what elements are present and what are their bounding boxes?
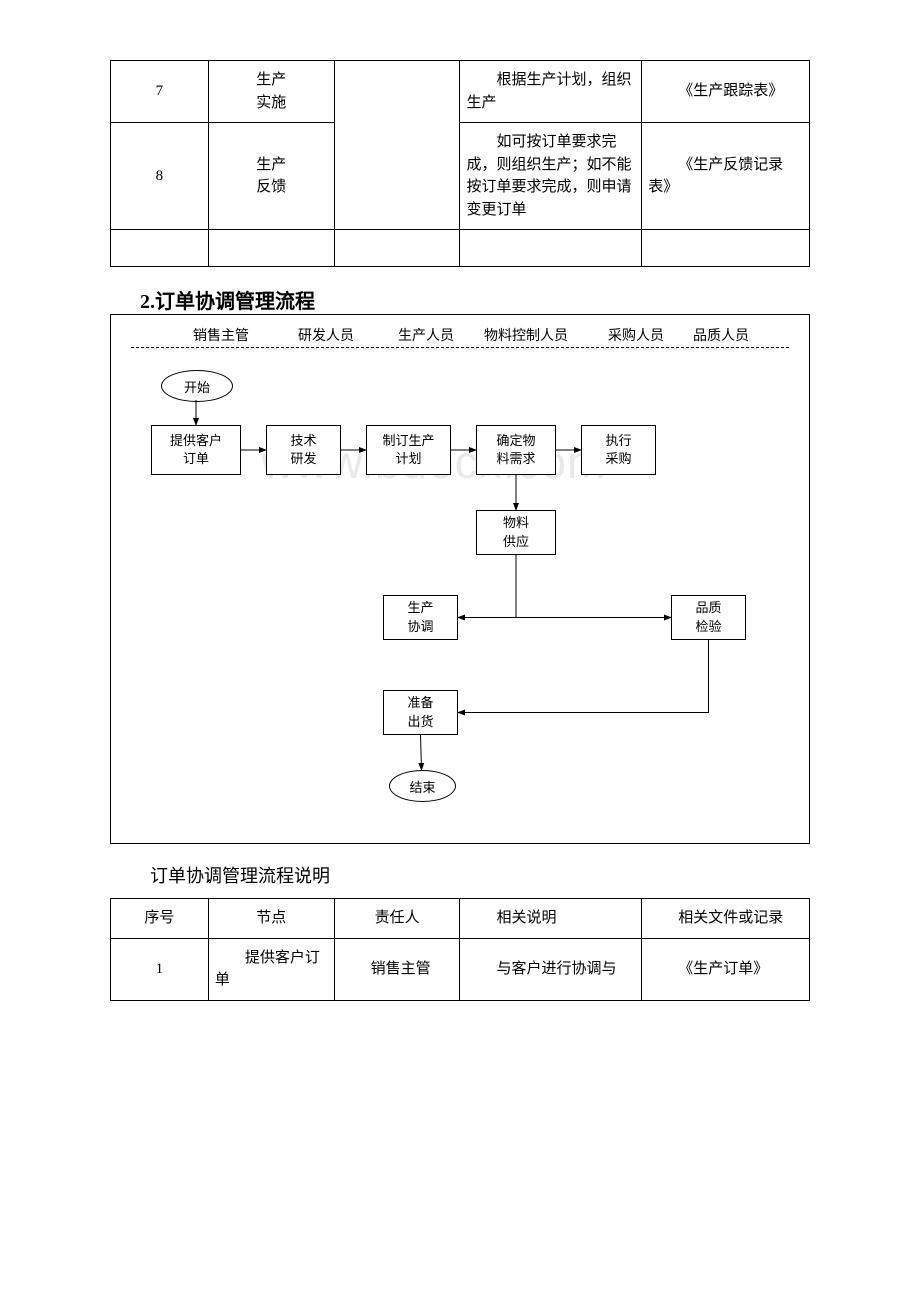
- cell-node: 生产 反馈: [208, 123, 334, 230]
- flow-terminal: 结束: [389, 770, 456, 802]
- flow-process: 制订生产 计划: [366, 425, 451, 475]
- cell-node: 提供客户订单: [208, 938, 334, 1000]
- swimlane-header: 物料控制人员: [476, 325, 576, 345]
- flow-process: 提供客户 订单: [151, 425, 241, 475]
- flow-process: 品质 检验: [671, 595, 746, 640]
- table-row: 8 生产 反馈 如可按订单要求完成，则组织生产；如不能按订单要求完成，则申请变更…: [111, 123, 810, 230]
- table-header-row: 序号 节点 责任人 相关说明 相关文件或记录: [111, 899, 810, 939]
- table-bottom: 序号 节点 责任人 相关说明 相关文件或记录 1 提供客户订单 销售主管 与客户…: [110, 898, 810, 1001]
- table-row-empty: [111, 230, 810, 267]
- subheading: 订单协调管理流程说明: [150, 862, 810, 888]
- cell-person-merged: [334, 61, 460, 230]
- flowchart: www.bdocx.com销售主管研发人员生产人员物料控制人员采购人员品质人员开…: [110, 314, 810, 844]
- cell-desc: 根据生产计划，组织生产: [460, 61, 642, 123]
- swimlane-header: 生产人员: [376, 325, 476, 345]
- th: 节点: [208, 899, 334, 939]
- flow-process: 执行 采购: [581, 425, 656, 475]
- th: 相关文件或记录: [642, 899, 810, 939]
- cell-person: 销售主管: [334, 938, 460, 1000]
- table-top: 7 生产 实施 根据生产计划，组织生产 《生产跟踪表》 8 生产 反馈 如可按订…: [110, 60, 810, 267]
- cell-num: 7: [111, 61, 209, 123]
- cell-num: 1: [111, 938, 209, 1000]
- cell-node: 生产 实施: [208, 61, 334, 123]
- th: 序号: [111, 899, 209, 939]
- flow-terminal: 开始: [161, 370, 233, 402]
- swimlane-header: 品质人员: [671, 325, 771, 345]
- th: 责任人: [334, 899, 460, 939]
- swimlane-header: 研发人员: [276, 325, 376, 345]
- flow-process: 确定物 料需求: [476, 425, 556, 475]
- cell-desc: 与客户进行协调与: [460, 938, 642, 1000]
- flow-process: 物料 供应: [476, 510, 556, 555]
- section-title: 2.订单协调管理流程: [140, 285, 810, 314]
- cell-desc: 如可按订单要求完成，则组织生产；如不能按订单要求完成，则申请变更订单: [460, 123, 642, 230]
- cell-doc: 《生产跟踪表》: [642, 61, 810, 123]
- flow-process: 生产 协调: [383, 595, 458, 640]
- flow-process: 准备 出货: [383, 690, 458, 735]
- flow-process: 技术 研发: [266, 425, 341, 475]
- cell-num: 8: [111, 123, 209, 230]
- swimlane-header: 销售主管: [171, 325, 271, 345]
- table-row: 1 提供客户订单 销售主管 与客户进行协调与 《生产订单》: [111, 938, 810, 1000]
- table-row: 7 生产 实施 根据生产计划，组织生产 《生产跟踪表》: [111, 61, 810, 123]
- swimlane-divider: [131, 347, 789, 348]
- th: 相关说明: [460, 899, 642, 939]
- cell-doc: 《生产反馈记录表》: [642, 123, 810, 230]
- cell-doc: 《生产订单》: [642, 938, 810, 1000]
